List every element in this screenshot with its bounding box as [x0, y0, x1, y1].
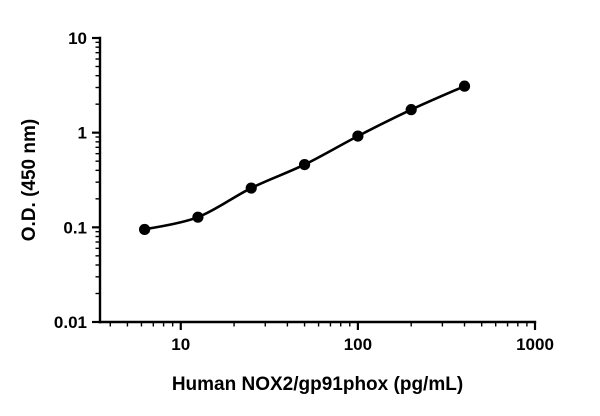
data-point: [245, 182, 257, 194]
y-tick-label: 1: [78, 124, 87, 143]
data-point: [298, 158, 311, 171]
data-point: [458, 80, 471, 92]
y-tick-label: 0.01: [54, 313, 87, 332]
y-tick-label: 10: [68, 29, 87, 48]
data-point: [192, 211, 204, 223]
y-axis-title: O.D. (450 nm): [19, 118, 40, 242]
data-point: [405, 104, 417, 116]
x-tick-label: 1000: [516, 335, 554, 354]
x-axis-title: Human NOX2/gp91phox (pg/mL): [171, 374, 464, 395]
fit-curve-line: [144, 84, 466, 231]
data-point: [352, 130, 364, 142]
x-tick-label: 100: [344, 335, 372, 354]
y-tick-label: 0.1: [63, 218, 87, 237]
data-point: [139, 223, 151, 236]
x-tick-label: 10: [171, 335, 190, 354]
